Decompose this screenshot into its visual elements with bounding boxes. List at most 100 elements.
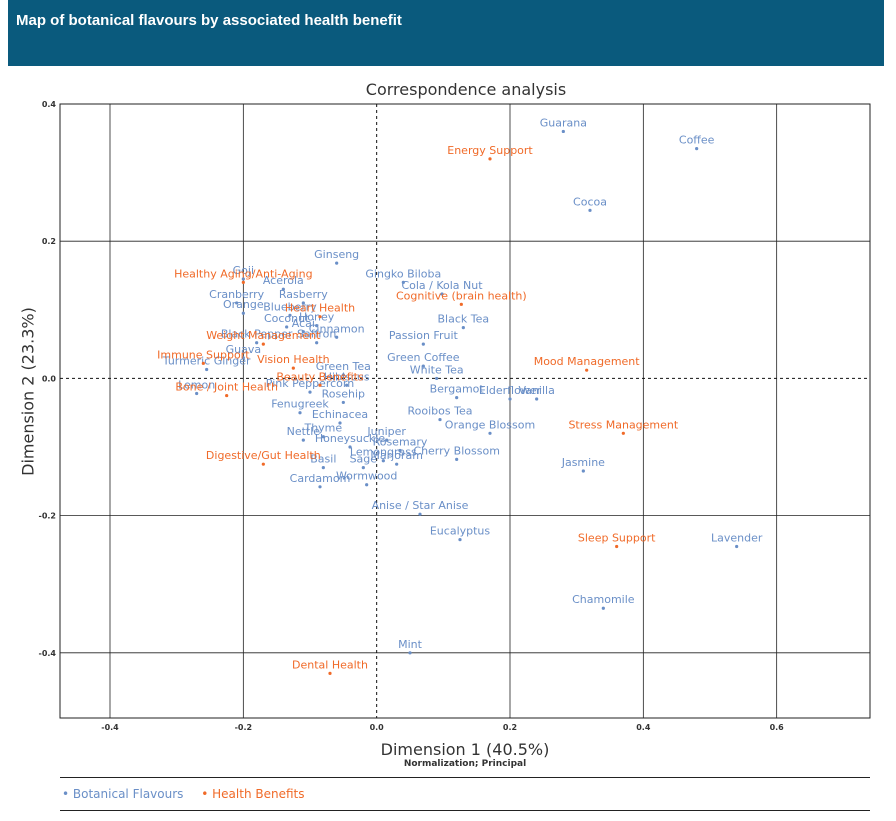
y-tick-label: 0.0 [42, 374, 57, 383]
botanical-point [281, 287, 285, 291]
botanical-point-label: Ginseng [314, 248, 359, 261]
botanical-point [461, 326, 465, 330]
y-tick-label: 0.2 [42, 237, 56, 246]
chart-title: Correspondence analysis [365, 80, 567, 99]
health-point-label: Healthy Aging/Anti-Aging [174, 267, 312, 280]
botanical-point-label: Green Coffee [387, 351, 460, 364]
health-point [201, 361, 205, 365]
health-point [225, 393, 229, 398]
botanical-point-label: Acerola [263, 274, 304, 287]
botanical-point [301, 438, 305, 442]
y-tick-label: -0.2 [39, 512, 57, 521]
botanical-point [381, 459, 385, 463]
botanical-point-label: Cinnamon [309, 322, 365, 335]
botanical-point-label: Wormwood [336, 470, 397, 483]
y-axis-label: Dimension 2 (23.3%) [18, 307, 38, 476]
botanical-point [241, 277, 245, 281]
botanical-point-label: Pink Peppercorn [266, 377, 354, 390]
botanical-point [315, 341, 319, 345]
botanical-point [418, 512, 422, 516]
botanical-point [401, 280, 405, 284]
botanical-point [308, 390, 312, 394]
legend-health: • Health Benefits [201, 787, 304, 801]
botanical-point-label: Eucalyptus [430, 525, 491, 538]
botanical-point [301, 301, 305, 305]
health-point [328, 671, 332, 676]
botanical-point [398, 448, 402, 453]
health-point [261, 342, 265, 346]
botanical-point-label: White Tea [410, 363, 464, 376]
botanical-point [318, 485, 322, 489]
botanical-point-label: Sage [350, 453, 378, 466]
health-point-label: Energy Support [447, 144, 533, 157]
botanical-point [288, 313, 292, 317]
botanical-point-label: Honey [299, 311, 335, 324]
health-point [488, 157, 492, 161]
x-tick-label: 0.0 [370, 723, 385, 732]
botanical-point-label: Elderflower [479, 384, 542, 397]
botanical-point-label: Coffee [679, 134, 715, 147]
botanical-point [438, 417, 442, 422]
botanical-point-label: Black Pepper [221, 328, 293, 341]
botanical-point [241, 356, 245, 360]
botanical-point [335, 335, 339, 339]
botanical-point-label: Acai [292, 317, 315, 330]
botanical-point-label: Cardamom [290, 472, 351, 485]
botanical-point-label: Goji [233, 264, 254, 277]
botanical-point [581, 469, 585, 473]
botanical-point [440, 292, 444, 296]
health-point [291, 366, 295, 370]
botanical-point [421, 364, 425, 368]
botanical-point-label: Basil [310, 453, 336, 466]
x-tick-label: 0.4 [636, 723, 651, 732]
health-point-label: Heart Health [285, 302, 355, 315]
botanical-point [345, 383, 349, 387]
health-point [585, 368, 589, 372]
header-bar: Map of botanical flavours by associated … [8, 0, 884, 66]
botanical-point-label: Turmeric Ginger [162, 354, 251, 367]
botanical-point-label: Green Tea [316, 360, 371, 373]
botanical-point-label: Lemon [178, 379, 215, 392]
legend-top-rule [60, 777, 870, 778]
botanical-point-label: Black Tea [438, 313, 490, 326]
health-point-label: Beauty Benefits [276, 370, 364, 383]
botanical-point-label: Fenugreek [271, 398, 329, 411]
legend-botanical: • Botanical Flavours [62, 787, 187, 801]
botanical-point-label: Echinacea [312, 408, 368, 421]
botanical-point-label: Saffron [297, 328, 336, 341]
health-point-label: Immune Support [157, 348, 250, 361]
botanical-point [455, 457, 459, 461]
botanical-point [601, 606, 605, 610]
botanical-point [535, 397, 539, 401]
botanical-point-label: Guava [226, 343, 262, 356]
botanical-point [408, 651, 412, 655]
botanical-point-label: Chamomile [572, 593, 635, 606]
botanical-point [205, 367, 209, 372]
botanical-point-label: Gingko Biloba [365, 267, 441, 280]
x-axis-sublabel: Normalization; Principal [403, 759, 527, 769]
botanical-point [235, 301, 239, 305]
page-title: Map of botanical flavours by associated … [16, 12, 402, 29]
botanical-point [335, 261, 339, 265]
x-tick-label: 0.6 [770, 723, 785, 732]
health-point [261, 462, 265, 466]
botanical-point-label: Bergamot [430, 383, 485, 396]
health-point [241, 280, 245, 284]
legend-botanical-marker: • [62, 787, 70, 801]
health-point-label: Sleep Support [578, 531, 656, 544]
botanical-point [241, 311, 245, 315]
y-tick-label: 0.4 [42, 100, 57, 109]
health-point-label: Stress Management [568, 418, 678, 431]
health-point [459, 302, 463, 306]
botanical-point-label: Lemongrass [350, 446, 417, 459]
botanical-point-label: Cherry Blossom [413, 444, 500, 457]
botanical-point-label: Rasberry [279, 288, 328, 301]
botanical-point [385, 438, 389, 442]
health-point [318, 383, 322, 387]
health-point-label: Mood Management [534, 355, 641, 368]
botanical-point-label: Rosehip [322, 387, 365, 400]
botanical-point-label: Thyme [303, 422, 342, 435]
botanical-point-label: Orange [223, 298, 264, 311]
botanical-point [421, 342, 425, 346]
y-tick-label: -0.4 [39, 649, 57, 658]
